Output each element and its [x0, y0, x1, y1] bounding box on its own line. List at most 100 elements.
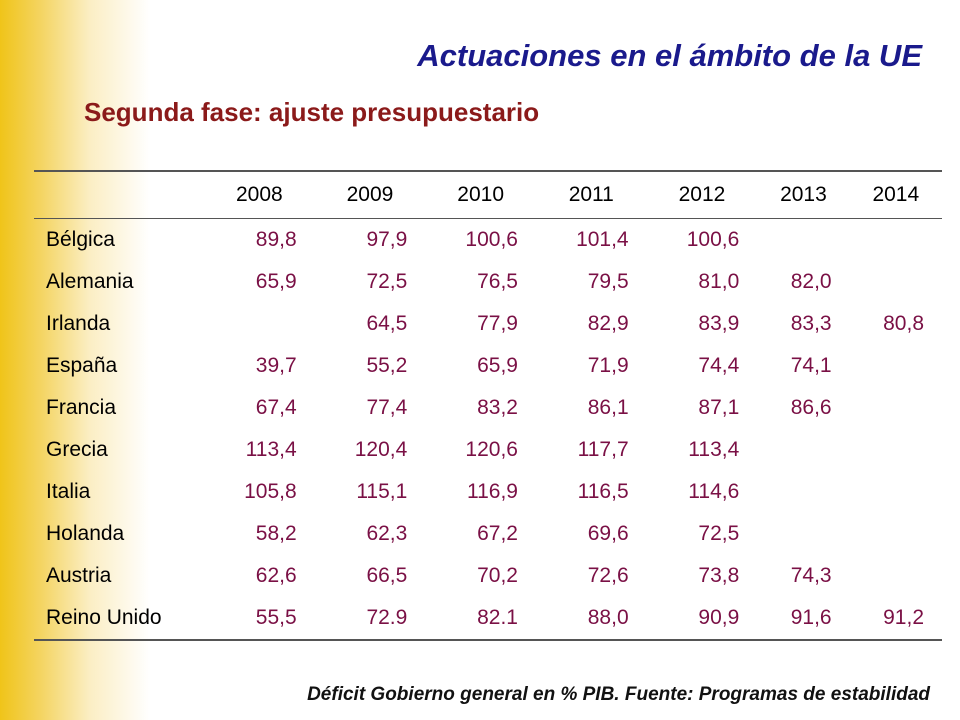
value-cell: 58,2 — [255, 522, 297, 545]
country-cell: Grecia — [46, 438, 108, 461]
year-header: 2008 — [204, 171, 315, 219]
value-cell: 69,6 — [587, 522, 629, 545]
value-cell: 100,6 — [686, 228, 740, 251]
country-cell: Holanda — [46, 522, 125, 545]
value-cell: 72,6 — [587, 564, 629, 587]
country-cell: Italia — [46, 480, 91, 503]
value-cell: 105,8 — [244, 480, 297, 503]
table-row: Bélgica 89,8 97,9 100,6 101,4 100,6 — [34, 219, 942, 262]
side-decoration-band — [0, 0, 150, 720]
value-cell: 97,9 — [366, 228, 408, 251]
header-country-blank — [34, 171, 204, 219]
value-cell: 39,7 — [255, 354, 297, 377]
value-cell: 65,9 — [255, 270, 297, 293]
value-cell — [757, 471, 849, 513]
table-row: Irlanda 64,5 77,9 82,9 83,9 83,3 80,8 — [34, 303, 942, 345]
table-row: Reino Unido 55,5 72.9 82.1 88,0 90,9 91,6 91,2 — [34, 597, 942, 640]
value-cell: 74,3 — [790, 564, 832, 587]
table-row: España 39,7 55,2 65,9 71,9 74,4 74,1 — [34, 345, 942, 387]
value-cell — [850, 429, 942, 471]
value-cell: 116,5 — [577, 480, 629, 503]
value-cell: 116,9 — [466, 480, 518, 503]
header-row: 2008 2009 2010 2011 2012 2013 2014 — [34, 171, 942, 219]
table-row: Francia 67,4 77,4 83,2 86,1 87,1 86,6 — [34, 387, 942, 429]
country-cell: Irlanda — [46, 312, 111, 335]
year-header: 2011 — [535, 171, 647, 219]
value-cell: 82.1 — [477, 606, 518, 629]
value-cell: 55,5 — [255, 606, 297, 629]
value-cell: 65,9 — [477, 354, 518, 377]
value-cell — [204, 303, 315, 345]
value-cell — [850, 261, 942, 303]
value-cell: 101,4 — [576, 228, 629, 251]
value-cell: 89,8 — [255, 228, 297, 251]
value-cell: 83,2 — [477, 396, 518, 419]
value-cell: 82,0 — [790, 270, 832, 293]
value-cell: 55,2 — [366, 354, 408, 377]
value-cell: 90,9 — [698, 606, 740, 629]
table-header: 2008 2009 2010 2011 2012 2013 2014 — [34, 171, 942, 219]
value-cell: 82,9 — [587, 312, 629, 335]
year-header: 2012 — [646, 171, 758, 219]
year-header: 2014 — [849, 171, 942, 219]
value-cell — [757, 219, 849, 262]
value-cell — [850, 387, 942, 429]
table-row: Italia 105,8 115,1 116,9 116,5 114,6 — [34, 471, 942, 513]
table-row: Grecia 113,4 120,4 120,6 117,7 113,4 — [34, 429, 942, 471]
value-cell: 71,9 — [587, 354, 629, 377]
source-footnote: Déficit Gobierno general en % PIB. Fuent… — [307, 684, 930, 705]
country-cell: España — [46, 354, 118, 377]
value-cell: 72.9 — [366, 606, 408, 629]
value-cell — [850, 471, 942, 513]
value-cell: 64,5 — [366, 312, 408, 335]
value-cell: 66,5 — [366, 564, 408, 587]
value-cell: 76,5 — [477, 270, 518, 293]
value-cell: 83,3 — [790, 312, 832, 335]
value-cell: 72,5 — [366, 270, 408, 293]
value-cell: 81,0 — [698, 270, 740, 293]
value-cell: 70,2 — [477, 564, 518, 587]
year-header: 2010 — [425, 171, 536, 219]
value-cell — [850, 513, 942, 555]
value-cell: 120,4 — [354, 438, 408, 461]
value-cell — [850, 219, 942, 262]
value-cell: 86,6 — [790, 396, 832, 419]
value-cell — [757, 513, 849, 555]
value-cell: 67,4 — [255, 396, 297, 419]
value-cell: 77,4 — [366, 396, 408, 419]
value-cell: 120,6 — [465, 438, 518, 461]
value-cell: 62,3 — [366, 522, 408, 545]
value-cell: 117,7 — [577, 438, 629, 461]
value-cell: 67,2 — [477, 522, 518, 545]
value-cell: 88,0 — [587, 606, 629, 629]
value-cell: 100,6 — [465, 228, 518, 251]
year-header: 2013 — [757, 171, 850, 219]
value-cell: 86,1 — [587, 396, 629, 419]
value-cell: 114,6 — [688, 480, 740, 503]
value-cell: 113,4 — [688, 438, 740, 461]
value-cell: 74,4 — [698, 354, 740, 377]
value-cell — [757, 429, 849, 471]
value-cell: 79,5 — [587, 270, 629, 293]
value-cell: 83,9 — [698, 312, 740, 335]
table-body: Bélgica 89,8 97,9 100,6 101,4 100,6 Alemania 65… — [34, 219, 942, 641]
value-cell: 80,8 — [883, 312, 924, 335]
debt-table: 2008 2009 2010 2011 2012 2013 2014 Bélgica 89,8… — [34, 170, 942, 641]
page-title: Actuaciones en el ámbito de la UE — [417, 38, 922, 73]
value-cell: 77,9 — [477, 312, 518, 335]
table-row: Holanda 58,2 62,3 67,2 69,6 72,5 — [34, 513, 942, 555]
value-cell: 91,6 — [790, 606, 832, 629]
page-subtitle: Segunda fase: ajuste presupuestario — [84, 97, 540, 127]
value-cell: 73,8 — [698, 564, 740, 587]
value-cell — [850, 345, 942, 387]
value-cell: 91,2 — [883, 606, 924, 629]
value-cell: 74,1 — [790, 354, 832, 377]
value-cell: 72,5 — [698, 522, 740, 545]
value-cell: 113,4 — [245, 438, 297, 461]
value-cell: 62,6 — [255, 564, 297, 587]
country-cell: Alemania — [46, 270, 134, 293]
value-cell: 87,1 — [698, 396, 740, 419]
year-header: 2009 — [314, 171, 426, 219]
value-cell — [850, 555, 942, 597]
country-cell: Reino Unido — [46, 606, 162, 629]
